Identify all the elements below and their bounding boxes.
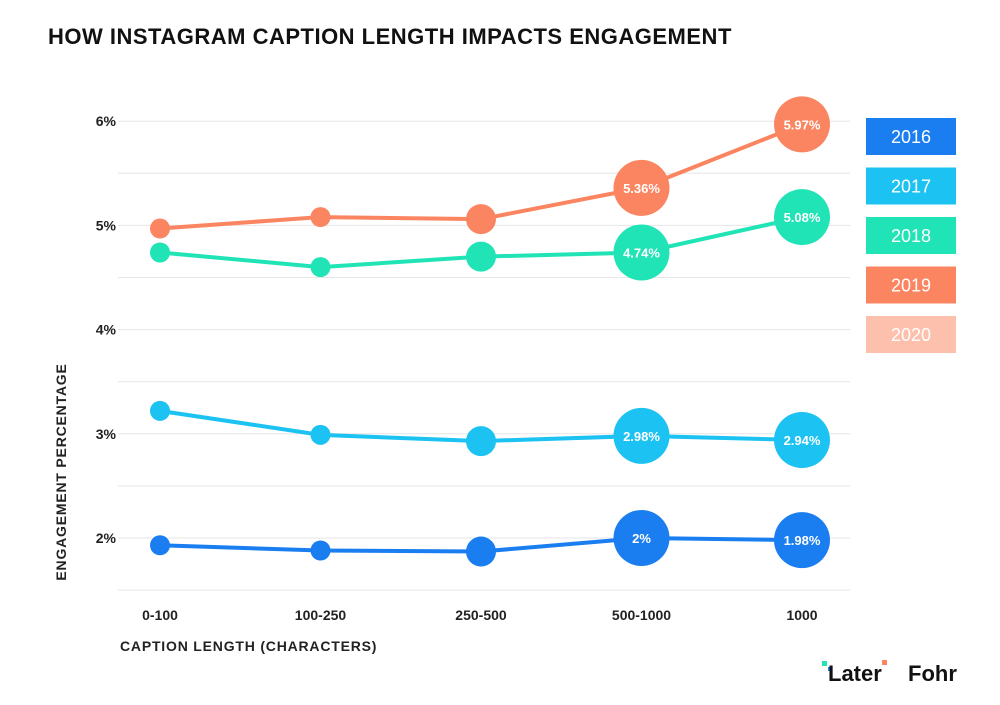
data-point-2018[interactable] — [466, 241, 496, 272]
data-point-2017[interactable] — [310, 424, 331, 445]
legend-label: 2019 — [891, 276, 931, 296]
data-point-2017[interactable] — [613, 407, 670, 464]
legend-item-2019[interactable]: 2019 — [866, 266, 956, 304]
y-axis-label: ENGAGEMENT PERCENTAGE — [53, 363, 69, 580]
data-label-2018: 4.74% — [623, 245, 660, 260]
legend-item-2017[interactable]: 2017 — [866, 167, 956, 205]
legend-swatch[interactable] — [866, 118, 956, 155]
legend-label: 2020 — [891, 325, 931, 345]
series-group: 2% 1.98% 2.98% 2.94% 4.74% 5.08% 5.36% 5.97% — [150, 96, 830, 569]
chart-title: HOW INSTAGRAM CAPTION LENGTH IMPACTS ENG… — [48, 24, 732, 49]
y-tick-label: 4% — [96, 322, 117, 338]
y-tick-label: 2% — [96, 530, 117, 546]
y-tick-label: 5% — [96, 217, 117, 233]
series-2016: 2% 1.98% — [150, 510, 830, 569]
data-point-2018[interactable] — [150, 242, 170, 263]
data-point-2017[interactable] — [150, 400, 170, 421]
data-point-2019[interactable] — [310, 207, 331, 228]
data-label-2017: 2.94% — [784, 433, 821, 448]
data-point-2017[interactable] — [774, 412, 830, 469]
legend-label: 2018 — [891, 226, 931, 246]
x-axis-label: CAPTION LENGTH (CHARACTERS) — [120, 638, 377, 654]
legend-swatch[interactable] — [866, 167, 956, 205]
legend-label: 2017 — [891, 177, 931, 197]
data-label-2017: 2.98% — [623, 429, 660, 444]
data-point-2019[interactable] — [613, 159, 670, 216]
legend[interactable]: 2016 2017 2018 2019 2020 — [866, 118, 956, 353]
data-point-2016[interactable] — [310, 540, 331, 561]
legend-swatch[interactable] — [866, 316, 956, 353]
data-point-2016[interactable] — [150, 535, 170, 556]
data-point-2018[interactable] — [613, 224, 670, 281]
y-tick-label: 6% — [96, 113, 117, 129]
series-2018: 4.74% 5.08% — [150, 189, 830, 281]
data-label-2016: 2% — [632, 531, 651, 546]
legend-item-2018[interactable]: 2018 — [866, 217, 956, 254]
later-logo-mark — [882, 660, 887, 665]
grid-lines — [118, 120, 850, 591]
data-point-2019[interactable] — [774, 96, 830, 153]
series-2017: 2.98% 2.94% — [150, 400, 830, 469]
data-point-2016[interactable] — [774, 512, 830, 569]
data-label-2016: 1.98% — [784, 533, 821, 548]
data-point-2019[interactable] — [150, 218, 170, 239]
fohr-logo-text: Fohr — [908, 661, 957, 686]
legend-swatch[interactable] — [866, 266, 956, 304]
legend-swatch[interactable] — [866, 217, 956, 254]
y-tick-label: 3% — [96, 426, 117, 442]
data-label-2018: 5.08% — [784, 210, 821, 225]
later-logo: Later — [822, 660, 887, 686]
y-axis-ticks: 2% 3% 4% 5% 6% — [96, 113, 117, 546]
x-tick-label: 0-100 — [142, 607, 178, 623]
x-tick-label: 250-500 — [455, 607, 507, 623]
data-label-2019: 5.36% — [623, 181, 660, 196]
x-tick-label: 100-250 — [295, 607, 347, 623]
data-label-2019: 5.97% — [784, 117, 821, 132]
later-logo-text: Later — [828, 661, 882, 686]
series-2019: 5.36% 5.97% — [150, 96, 830, 239]
data-point-2016[interactable] — [466, 536, 496, 567]
x-axis-ticks: 0-100 100-250 250-500 500-1000 1000 — [142, 607, 818, 623]
legend-item-2020[interactable]: 2020 — [866, 316, 956, 353]
data-point-2016[interactable] — [613, 510, 670, 566]
data-point-2017[interactable] — [466, 426, 496, 457]
legend-label: 2016 — [891, 127, 931, 147]
logos: Later Fohr — [822, 660, 957, 686]
data-point-2018[interactable] — [774, 189, 830, 246]
later-logo-mark — [822, 661, 827, 666]
x-tick-label: 1000 — [786, 607, 817, 623]
x-tick-label: 500-1000 — [612, 607, 671, 623]
data-point-2019[interactable] — [466, 204, 496, 235]
data-point-2018[interactable] — [310, 257, 331, 278]
later-logo-mark — [828, 667, 832, 671]
legend-item-2016[interactable]: 2016 — [866, 118, 956, 155]
